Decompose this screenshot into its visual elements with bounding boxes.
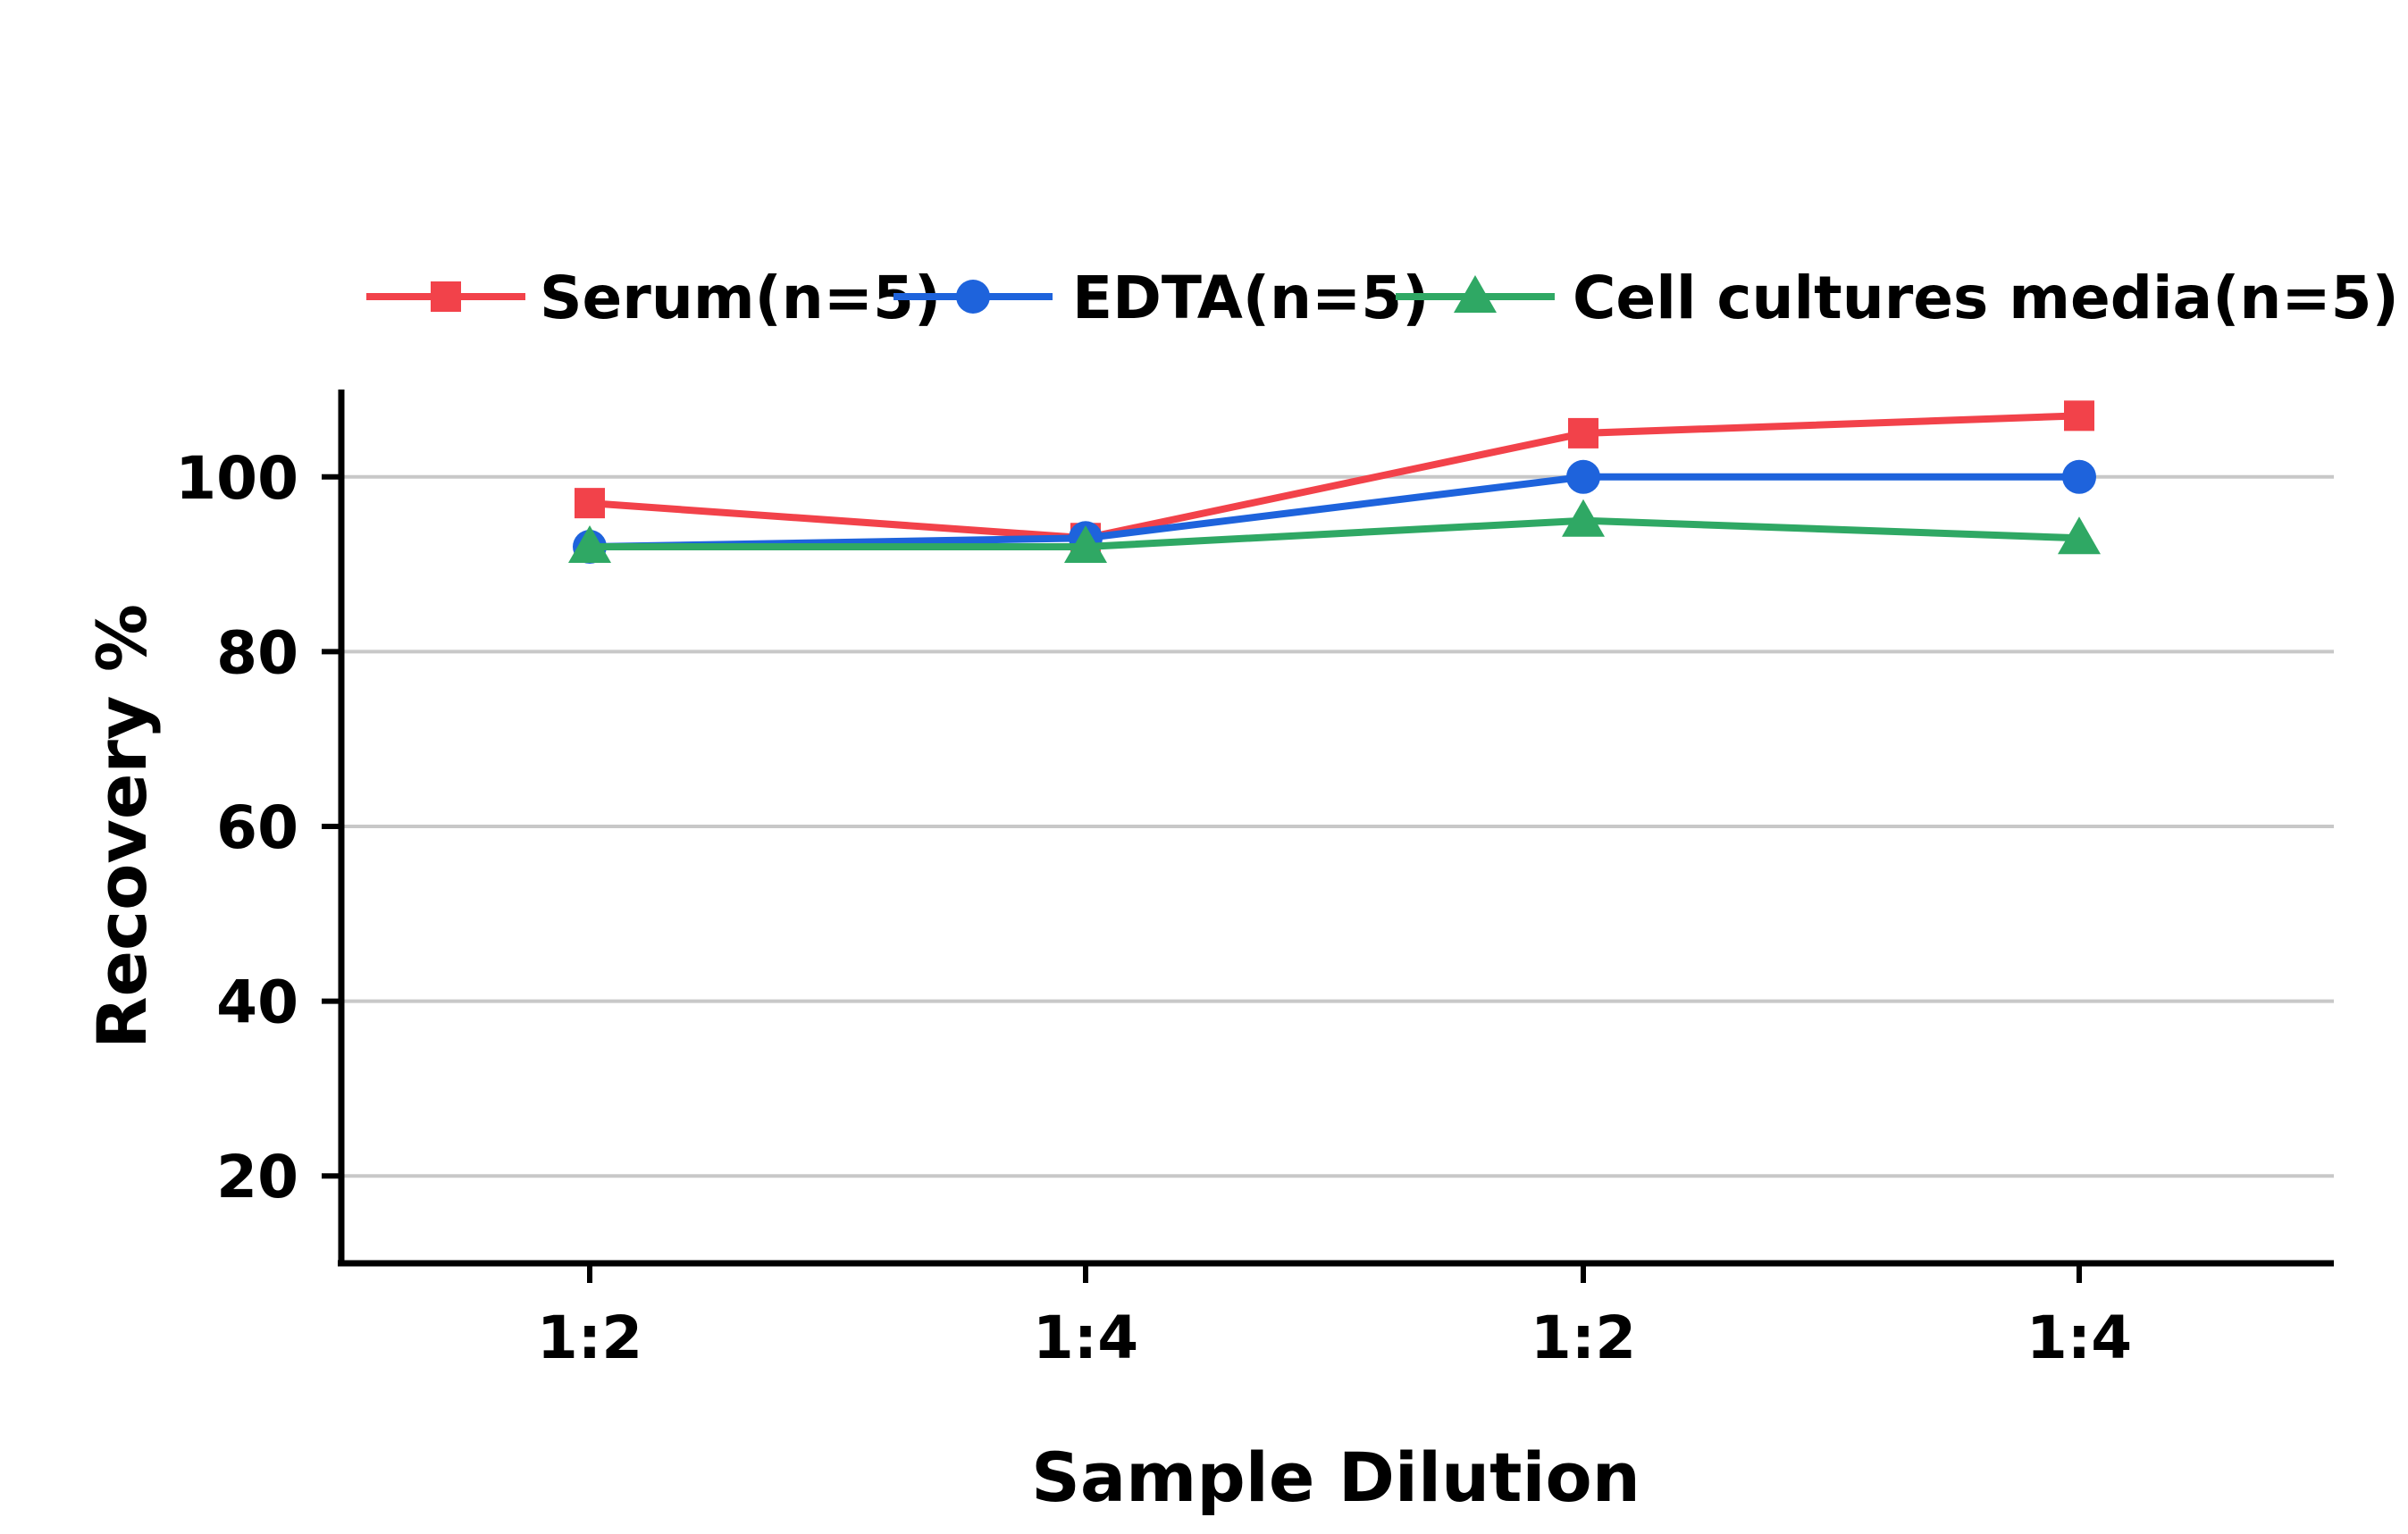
x-axis-label: Sample Dilution [1031,1438,1640,1517]
data-point [2064,400,2094,432]
y-tick-label: 60 [216,793,298,862]
data-point [2062,459,2096,494]
legend-item: Serum(n=5) [366,264,941,332]
x-tick-labels: 1:2 1:4 1:2 1:4 [537,1263,2132,1372]
legend-label: Serum(n=5) [540,264,941,332]
legend: Serum(n=5) EDTA(n=5) Cell cultures media(n… [366,264,2399,332]
y-axis-label: Recovery % [82,604,162,1049]
data-point [1562,499,1605,537]
series-3 [568,499,2101,564]
y-tick-label: 20 [216,1143,298,1211]
data-point [1568,417,1598,448]
legend-label: Cell cultures media(n=5) [1573,264,2399,332]
x-tick-label: 1:2 [537,1303,642,1372]
series-line [590,516,2080,551]
series-layer [568,400,2101,565]
legend-marker [1454,275,1497,313]
y-tick-labels: 20 40 60 80 100 [175,444,341,1211]
data-point [568,525,611,564]
legend-item: EDTA(n=5) [894,264,1429,332]
x-tick-label: 1:4 [2026,1303,2132,1372]
y-tick-label: 40 [216,968,298,1037]
y-tick-label: 100 [175,444,298,513]
data-point [1064,525,1107,564]
gridlines [341,474,2334,1178]
series-line [589,412,2080,542]
legend-marker [956,280,990,314]
legend-marker [431,281,461,312]
legend-item: Cell cultures media(n=5) [1396,264,2399,332]
series-line [589,473,2079,551]
data-point [575,488,605,519]
y-tick-label: 80 [216,618,298,687]
legend-label: EDTA(n=5) [1072,264,1429,332]
data-point [2058,516,2101,555]
x-tick-label: 1:2 [1531,1303,1636,1372]
data-point [1566,459,1600,494]
x-tick-label: 1:4 [1033,1303,1138,1372]
